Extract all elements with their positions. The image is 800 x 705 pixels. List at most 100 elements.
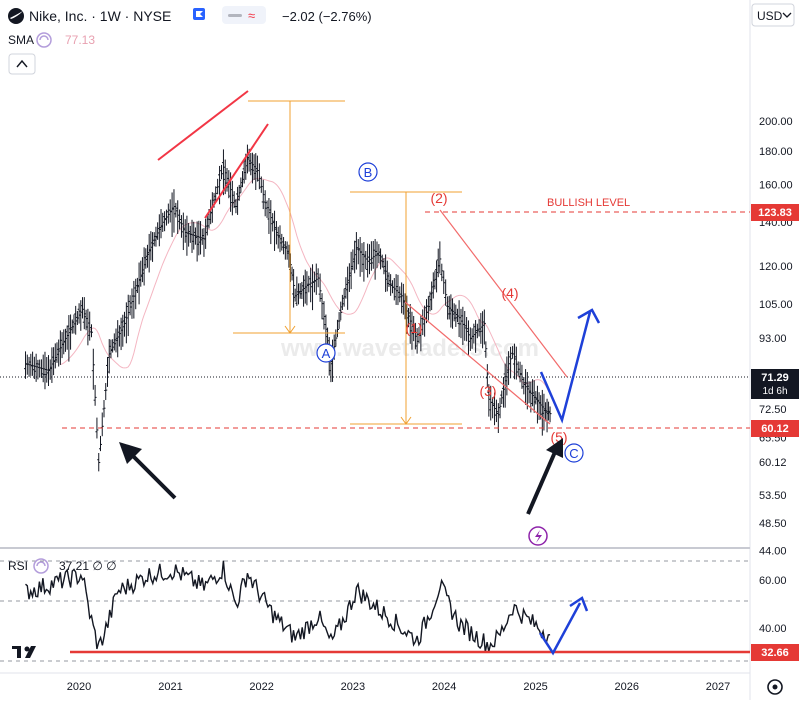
flash-icon[interactable]: [528, 526, 548, 546]
compare-toggle[interactable]: [222, 6, 266, 24]
wave-1-label: (1): [405, 320, 422, 336]
price-bar: [444, 279, 448, 306]
price-bar: [379, 248, 383, 270]
settings-gear-icon[interactable]: [767, 679, 783, 695]
price-bar: [431, 272, 435, 299]
sma-legend[interactable]: SMA 77.13: [8, 32, 95, 48]
price-bar: [267, 197, 271, 234]
price-bar: [140, 257, 144, 283]
price-bar: [27, 356, 31, 377]
price-bar: [144, 248, 148, 269]
time-tick-label: 2020: [67, 681, 91, 693]
price-bar: [145, 244, 149, 268]
price-bar: [511, 346, 515, 359]
price-bar: [312, 271, 316, 293]
price-bar: [50, 347, 54, 383]
measure-bc: [350, 191, 462, 425]
nike-swoosh-icon: [10, 11, 23, 19]
rsi-legend[interactable]: RSI 37.21 ∅ ∅: [8, 558, 117, 574]
price-tick-label: 60.12: [759, 457, 787, 469]
price-bar: [163, 211, 167, 232]
price-bar: [202, 228, 206, 257]
wave-3-label: (3): [479, 383, 496, 399]
arrow-2025-shaft: [526, 451, 557, 515]
price-bar: [318, 273, 322, 302]
price-bar: [134, 278, 138, 310]
price-bar: [139, 260, 143, 287]
price-bar: [60, 332, 64, 359]
symbol-header[interactable]: Nike, Inc. · 1W · NYSE ≈ −2.02 (−2.76%): [8, 6, 372, 24]
wave-4-label: (4): [501, 285, 518, 301]
price-bar: [142, 247, 146, 286]
chevron-up-icon: [16, 59, 28, 68]
price-bar: [58, 330, 62, 365]
price-bar: [157, 214, 161, 247]
price-bar: [487, 384, 491, 417]
price-bar: [532, 380, 536, 413]
price-bar: [29, 353, 33, 376]
price-bar: [183, 219, 187, 243]
price-bar: [337, 312, 341, 329]
bullish-level-label: BULLISH LEVEL: [547, 197, 630, 209]
price-bar: [232, 191, 236, 209]
price-bar: [524, 369, 528, 405]
price-bar: [107, 339, 111, 374]
price-bar: [417, 326, 421, 344]
price-bar: [192, 221, 196, 250]
wave-5-label: (5): [550, 429, 567, 445]
currency-selector[interactable]: USD: [751, 3, 795, 27]
collapse-box: [8, 53, 36, 75]
price-bar: [398, 286, 402, 303]
price-bar: [465, 317, 469, 342]
wave-C-badge: C: [564, 443, 584, 463]
rsi-settings-icon[interactable]: [33, 558, 49, 574]
time-tick-label: 2024: [432, 681, 456, 693]
price-bar: [430, 281, 434, 311]
price-change: −2.02 (−2.76%): [282, 9, 372, 24]
price-bar: [356, 239, 360, 265]
price-bar: [451, 298, 455, 329]
price-bar: [57, 339, 61, 367]
collapse-legend-button[interactable]: [8, 53, 36, 75]
price-bar: [307, 275, 311, 293]
price-bar: [419, 314, 423, 352]
price-bar: [39, 359, 43, 378]
price-bar: [237, 184, 241, 201]
price-bar: [239, 177, 243, 193]
measure-ab: [233, 100, 345, 334]
rsi-projection-path: [538, 602, 582, 656]
price-bar: [86, 308, 90, 346]
price-bar: [535, 385, 539, 424]
price-bar: [216, 178, 220, 195]
sma-settings-icon[interactable]: [36, 32, 52, 48]
symbol-title: Nike, Inc. · 1W · NYSE: [29, 8, 171, 24]
current-price-badge: 71.29 1d 6h: [751, 369, 799, 399]
tradingview-logo-icon[interactable]: [12, 646, 36, 658]
price-bar: [358, 236, 362, 277]
price-bar: [53, 343, 57, 369]
price-bar: [261, 179, 265, 210]
price-bar: [269, 200, 273, 245]
bullish-badge-bg: [751, 204, 799, 221]
price-bar: [373, 238, 377, 280]
price-bar: [369, 241, 373, 271]
wave-2-label: (2): [430, 190, 447, 206]
channel-upper-line: [439, 209, 568, 378]
price-tick-label: 200.00: [759, 116, 793, 128]
price-bar: [401, 283, 405, 315]
price-tick-label: 48.50: [759, 518, 787, 530]
price-bar: [501, 377, 505, 408]
price-bar: [271, 213, 275, 232]
approx-icon: ≈: [248, 8, 255, 23]
price-bar: [193, 227, 197, 245]
price-bar: [166, 203, 170, 224]
time-tick-label: 2021: [158, 681, 182, 693]
price-bar: [114, 328, 118, 353]
projection-arrow-icon: [577, 308, 601, 324]
bullish-badge-value: 123.83: [758, 207, 792, 219]
support-badge-value: 60.12: [761, 423, 789, 435]
price-bar: [316, 268, 320, 288]
price-bar: [149, 231, 153, 261]
price-bar: [509, 346, 513, 379]
